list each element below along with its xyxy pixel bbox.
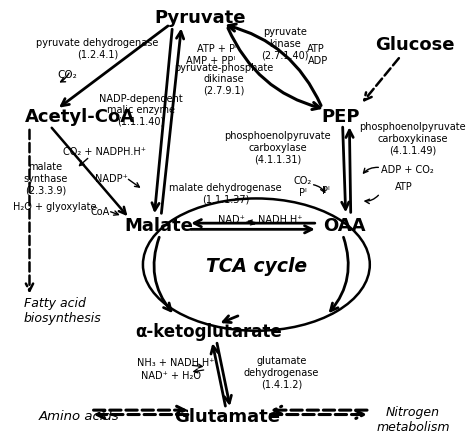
FancyArrowPatch shape xyxy=(194,220,315,227)
Text: pyruvate
kinase
(2.7.1.40): pyruvate kinase (2.7.1.40) xyxy=(261,27,309,61)
FancyArrowPatch shape xyxy=(314,185,325,192)
Text: Fatty acid
biosynthesis: Fatty acid biosynthesis xyxy=(24,297,101,325)
FancyArrowPatch shape xyxy=(61,73,69,82)
FancyArrowPatch shape xyxy=(228,24,321,105)
FancyArrowPatch shape xyxy=(365,195,378,204)
FancyArrowPatch shape xyxy=(271,411,364,419)
FancyArrowPatch shape xyxy=(346,130,353,213)
Text: glutamate
dehydrogenase
(1.4.1.2): glutamate dehydrogenase (1.4.1.2) xyxy=(244,356,319,389)
Text: ATP: ATP xyxy=(395,183,413,192)
Text: OAA: OAA xyxy=(324,217,366,235)
Text: ADP + CO₂: ADP + CO₂ xyxy=(381,165,434,175)
FancyArrowPatch shape xyxy=(223,316,238,322)
Text: H₂O + glyoxylate: H₂O + glyoxylate xyxy=(13,202,96,212)
Text: Pyruvate: Pyruvate xyxy=(154,9,246,26)
FancyArrowPatch shape xyxy=(154,237,171,311)
FancyArrowPatch shape xyxy=(152,29,172,210)
Text: Pᴵ: Pᴵ xyxy=(299,188,307,198)
FancyArrowPatch shape xyxy=(52,128,126,214)
Text: CoA: CoA xyxy=(90,207,109,217)
Text: ATP: ATP xyxy=(307,44,324,53)
Text: Amino acids: Amino acids xyxy=(38,410,119,423)
Text: CO₂ + NADPH.H⁺: CO₂ + NADPH.H⁺ xyxy=(63,147,146,157)
Text: NAD⁺ + H₂O: NAD⁺ + H₂O xyxy=(141,371,201,381)
Text: pyruvate dehydrogenase
(1.2.4.1): pyruvate dehydrogenase (1.2.4.1) xyxy=(36,38,159,59)
Text: AMP + PPᴵ: AMP + PPᴵ xyxy=(186,56,235,66)
FancyArrowPatch shape xyxy=(364,167,378,173)
Text: malate dehydrogenase
(1.1.1.37): malate dehydrogenase (1.1.1.37) xyxy=(169,183,282,205)
FancyArrowPatch shape xyxy=(274,406,367,414)
FancyArrowPatch shape xyxy=(128,179,139,187)
FancyArrowPatch shape xyxy=(191,226,312,233)
FancyArrowPatch shape xyxy=(228,28,320,109)
Text: ATP + Pᴵ: ATP + Pᴵ xyxy=(197,44,237,53)
Text: ADP: ADP xyxy=(308,56,328,66)
Text: Pᴵ: Pᴵ xyxy=(322,187,329,196)
FancyArrowPatch shape xyxy=(93,406,184,414)
Text: pyruvate-phosphate
dikinase
(2.7.9.1): pyruvate-phosphate dikinase (2.7.9.1) xyxy=(174,63,273,96)
FancyArrowPatch shape xyxy=(97,411,188,419)
FancyArrowPatch shape xyxy=(62,26,168,106)
FancyArrowPatch shape xyxy=(330,237,348,311)
FancyArrowPatch shape xyxy=(342,127,349,209)
FancyArrowPatch shape xyxy=(211,346,226,406)
FancyArrowPatch shape xyxy=(365,58,399,100)
FancyArrowPatch shape xyxy=(248,220,256,224)
Text: α-ketoglutarate: α-ketoglutarate xyxy=(136,323,282,340)
FancyArrowPatch shape xyxy=(80,158,88,166)
Text: phosphoenolpyruvate
carboxykinase
(4.1.1.49): phosphoenolpyruvate carboxykinase (4.1.1… xyxy=(360,122,466,156)
Text: CO₂: CO₂ xyxy=(57,70,77,80)
Text: PEP: PEP xyxy=(321,108,360,126)
Text: NH₃ + NADH.H⁺: NH₃ + NADH.H⁺ xyxy=(137,358,214,367)
Text: Glutamate: Glutamate xyxy=(174,408,280,426)
Text: Nitrogen
metabolism: Nitrogen metabolism xyxy=(376,406,450,434)
Text: NADH.H⁺: NADH.H⁺ xyxy=(258,215,303,224)
FancyArrowPatch shape xyxy=(194,369,204,373)
FancyArrowPatch shape xyxy=(161,31,184,213)
Text: NADP-dependent
malic enzyme
(1.1.1.40): NADP-dependent malic enzyme (1.1.1.40) xyxy=(99,93,182,127)
Text: Glucose: Glucose xyxy=(375,36,455,54)
Text: NAD⁺: NAD⁺ xyxy=(218,215,245,224)
Text: malate
synthase
(2.3.3.9): malate synthase (2.3.3.9) xyxy=(23,162,68,195)
Text: Acetyl-CoA: Acetyl-CoA xyxy=(25,108,135,126)
FancyArrowPatch shape xyxy=(247,221,255,225)
FancyArrowPatch shape xyxy=(26,130,33,291)
Text: phosphoenolpyruvate
carboxylase
(4.1.1.31): phosphoenolpyruvate carboxylase (4.1.1.3… xyxy=(224,131,331,164)
Text: Malate: Malate xyxy=(124,217,193,235)
FancyArrowPatch shape xyxy=(110,211,118,215)
Text: TCA cycle: TCA cycle xyxy=(206,257,307,277)
FancyArrowPatch shape xyxy=(192,364,202,368)
Text: CO₂: CO₂ xyxy=(294,176,312,186)
Text: NADP⁺: NADP⁺ xyxy=(95,174,128,183)
FancyArrowPatch shape xyxy=(217,343,231,403)
